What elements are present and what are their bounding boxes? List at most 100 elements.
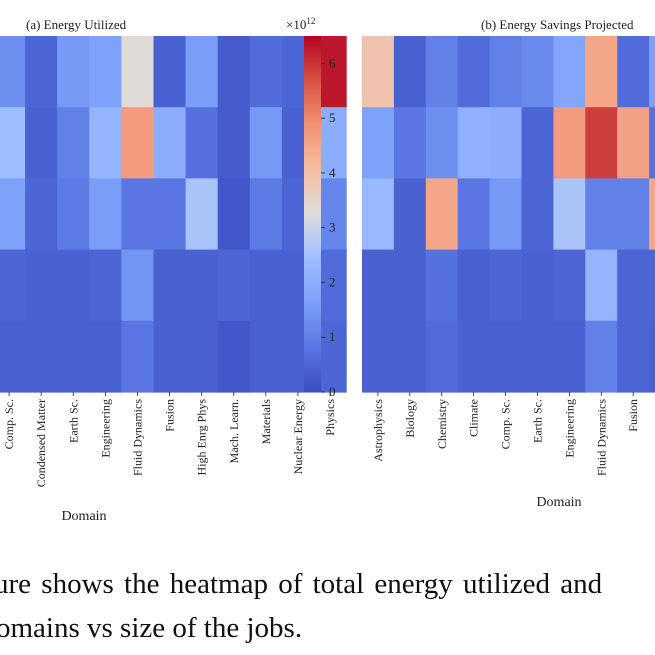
colorbar-tick-label: 5: [329, 110, 336, 125]
chart-b-title: (b) Energy Savings Projected: [481, 17, 634, 32]
heatmap-cell: [393, 320, 427, 393]
heatmap-cell: [553, 178, 586, 251]
heatmap-cell: [553, 249, 586, 322]
heatmap-cell: [89, 249, 122, 322]
heatmap-cell: [0, 320, 26, 393]
heatmap-cell: [553, 107, 586, 179]
heatmap-cell: [362, 320, 395, 393]
heatmap-cell: [489, 107, 523, 179]
heatmap-cell: [217, 107, 251, 179]
heatmap-cell: [617, 249, 650, 322]
heatmap-cell: [121, 36, 155, 108]
x-tick-label: Astrophysics: [371, 399, 385, 462]
heatmap-cell: [521, 36, 554, 108]
heatmap-cell: [25, 36, 58, 108]
heatmap-cell: [217, 178, 251, 251]
colorbar-tick-label: 4: [329, 165, 336, 180]
heatmap-cell: [521, 249, 554, 322]
heatmap-cell: [617, 178, 650, 251]
x-tick-label: High Enrg Phys: [195, 399, 209, 476]
chart-a-x-axis: Comp. Sc. Condensed Matter Earth Sc. Engine…: [2, 392, 337, 487]
chart-a-title: (a) Energy Utilized: [26, 17, 127, 32]
x-tick-label: Fluid Dynamics: [594, 399, 608, 476]
heatmap-cell: [217, 320, 251, 393]
heatmap-cell: [89, 320, 122, 393]
heatmap-cell: [362, 107, 395, 179]
x-tick-label: Earth Sc.: [530, 399, 544, 443]
heatmap-cell: [617, 107, 650, 179]
heatmap-cell: [89, 36, 122, 108]
colorbar-tick-label: 2: [329, 274, 336, 289]
heatmap-cell: [121, 178, 155, 251]
chart-a-x-label: Domain: [61, 509, 106, 524]
colorbar-multiplier-base: ×10: [286, 17, 306, 32]
x-tick-label: Fluid Dynamics: [130, 399, 144, 476]
heatmap-cell: [585, 36, 618, 108]
heatmap-cell: [57, 36, 90, 108]
heatmap-cell: [0, 249, 26, 322]
heatmap-cell: [249, 320, 283, 393]
caption-line-2: omains vs size of the jobs.: [0, 612, 303, 644]
heatmap-cell: [489, 36, 523, 108]
heatmap-cell: [89, 178, 122, 251]
heatmap-cell: [185, 36, 219, 108]
heatmap-cell: [425, 249, 459, 322]
chart-b-x-axis: Astrophysics Biology Chemistry Climate Comp.…: [371, 392, 640, 476]
chart-a-cells: [0, 36, 347, 393]
heatmap-cell: [393, 178, 427, 251]
heatmap-cell: [121, 249, 155, 322]
heatmap-cell: [585, 249, 618, 322]
heatmap-cell: [649, 107, 655, 179]
heatmap-cell: [457, 178, 491, 251]
heatmap-cell: [249, 178, 283, 251]
heatmap-cell: [89, 107, 122, 179]
heatmap-cell: [25, 107, 58, 179]
heatmap-cell: [553, 36, 586, 108]
heatmap-cell: [649, 249, 655, 322]
heatmap-cell: [25, 320, 58, 393]
x-tick-label: Engineering: [98, 399, 112, 458]
heatmap-cell: [585, 107, 618, 179]
heatmap-cell: [25, 178, 58, 251]
heatmap-cell: [425, 178, 459, 251]
colorbar-multiplier-exponent: 12: [306, 16, 315, 26]
heatmap-cell: [585, 178, 618, 251]
heatmap-cell: [185, 178, 219, 251]
heatmap-cell: [153, 107, 187, 179]
x-tick-label: Physics: [323, 399, 337, 436]
heatmap-cell: [521, 320, 554, 393]
heatmap-cell: [457, 249, 491, 322]
heatmap-cell: [585, 320, 618, 393]
heatmap-cell: [649, 36, 655, 108]
x-tick-label: Engineering: [562, 399, 576, 458]
heatmap-cell: [457, 36, 491, 108]
caption-line-1: ure shows the heatmap of total energy ut…: [0, 568, 603, 600]
heatmap-cell: [217, 249, 251, 322]
x-tick-label: Climate: [467, 399, 481, 437]
heatmap-cell: [617, 36, 650, 108]
heatmap-cell: [457, 320, 491, 393]
heatmap-cell: [185, 320, 219, 393]
chart-b-x-label: Domain: [536, 495, 581, 510]
heatmap-cell: [362, 178, 395, 251]
heatmap-cell: [521, 178, 554, 251]
heatmap-cell: [649, 320, 655, 393]
heatmap-cell: [649, 178, 655, 251]
heatmap-cell: [393, 36, 427, 108]
heatmap-cell: [0, 178, 26, 251]
heatmap-cell: [425, 320, 459, 393]
heatmap-cell: [0, 36, 26, 108]
heatmap-cell: [521, 107, 554, 179]
heatmap-cell: [57, 107, 90, 179]
heatmap-cell: [217, 36, 251, 108]
x-tick-label: Materials: [259, 399, 273, 445]
heatmap-figure: (a) Energy Utilized Comp. Sc. Condensed M…: [0, 16, 655, 524]
svg-text:×1012: ×1012: [286, 16, 315, 32]
x-tick-label: Condensed Matter: [34, 399, 48, 487]
heatmap-cell: [57, 320, 90, 393]
heatmap-cell: [0, 107, 26, 179]
heatmap-cell: [153, 249, 187, 322]
heatmap-cell: [249, 249, 283, 322]
chart-b-cells: [362, 36, 655, 393]
colorbar-multiplier: ×1012: [286, 16, 315, 32]
